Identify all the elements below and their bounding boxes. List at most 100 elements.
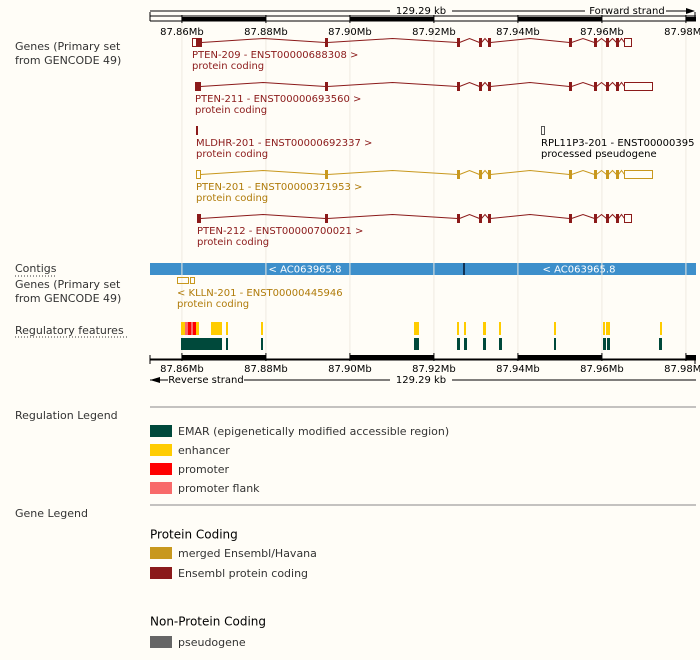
exon[interactable] [197, 214, 201, 223]
exon[interactable] [569, 214, 572, 223]
exon[interactable] [177, 277, 189, 284]
contig-label[interactable]: < AC063965.8 [269, 265, 342, 276]
transcript-label[interactable]: MLDHR-201 - ENST00000692337 > [196, 138, 372, 149]
exon[interactable] [325, 214, 328, 223]
regulatory-feature[interactable] [188, 322, 191, 335]
emar-feature[interactable] [457, 338, 460, 350]
exon[interactable] [488, 82, 491, 91]
legend-subtitle: Non-Protein Coding [150, 615, 266, 629]
regulatory-feature[interactable] [196, 322, 199, 335]
exon[interactable] [624, 38, 632, 47]
tick-label: 87.90Mb [328, 27, 372, 38]
exon[interactable] [325, 38, 328, 47]
regulatory-feature[interactable] [181, 322, 185, 335]
track-label[interactable]: Regulatory features [15, 324, 124, 337]
exon[interactable] [616, 170, 619, 179]
transcript-label[interactable]: < KLLN-201 - ENST00000445946 [177, 288, 343, 299]
exon[interactable] [457, 170, 460, 179]
transcript-biotype: protein coding [196, 149, 268, 160]
transcript-biotype: protein coding [196, 193, 268, 204]
transcript-label[interactable]: PTEN-201 - ENST00000371953 > [196, 182, 362, 193]
exon[interactable] [606, 214, 609, 223]
regulatory-feature[interactable] [193, 322, 196, 335]
transcript-label[interactable]: PTEN-211 - ENST00000693560 > [195, 94, 361, 105]
exon[interactable] [479, 38, 482, 47]
exon[interactable] [594, 82, 597, 91]
emar-feature[interactable] [554, 338, 556, 350]
emar-feature[interactable] [464, 338, 467, 350]
legend-title: Regulation Legend [15, 409, 118, 422]
exon[interactable] [624, 170, 653, 179]
exon[interactable] [488, 214, 491, 223]
regulatory-feature[interactable] [457, 322, 459, 335]
exon[interactable] [624, 82, 653, 91]
emar-feature[interactable] [261, 338, 263, 350]
emar-feature[interactable] [414, 338, 419, 350]
emar-feature[interactable] [226, 338, 228, 350]
regulatory-feature[interactable] [499, 322, 501, 335]
intron [327, 81, 458, 87]
regulatory-feature[interactable] [414, 322, 419, 335]
regulatory-feature[interactable] [261, 322, 263, 335]
track-label[interactable]: Contigs [15, 262, 57, 275]
exon[interactable] [541, 126, 545, 135]
transcript-label[interactable]: RPL11P3-201 - ENST00000395 [541, 138, 694, 149]
emar-feature[interactable] [603, 338, 606, 350]
exon[interactable] [190, 277, 195, 284]
exon[interactable] [606, 170, 609, 179]
exon[interactable] [197, 38, 202, 47]
exon[interactable] [325, 82, 328, 91]
legend-swatch [150, 482, 172, 494]
exon[interactable] [488, 38, 491, 47]
exon[interactable] [624, 214, 632, 223]
exon[interactable] [569, 38, 572, 47]
regulatory-feature[interactable] [191, 322, 193, 335]
emar-feature[interactable] [181, 338, 222, 350]
regulatory-feature[interactable] [606, 322, 610, 335]
track-label[interactable]: from GENCODE 49) [15, 292, 121, 305]
transcript-label[interactable]: PTEN-209 - ENST00000688308 > [192, 50, 358, 61]
emar-feature[interactable] [659, 338, 662, 350]
exon[interactable] [479, 82, 482, 91]
emar-feature[interactable] [499, 338, 502, 350]
exon[interactable] [195, 82, 201, 91]
exon[interactable] [569, 170, 572, 179]
regulatory-feature[interactable] [554, 322, 556, 335]
regulatory-feature[interactable] [464, 322, 466, 335]
exon[interactable] [479, 170, 482, 179]
exon[interactable] [606, 38, 609, 47]
exon[interactable] [196, 126, 198, 135]
exon[interactable] [594, 214, 597, 223]
regulatory-feature[interactable] [603, 322, 605, 335]
exon[interactable] [479, 214, 482, 223]
exon[interactable] [606, 82, 609, 91]
exon[interactable] [457, 38, 460, 47]
regulatory-feature[interactable] [660, 322, 662, 335]
exon[interactable] [594, 38, 597, 47]
exon[interactable] [616, 82, 619, 91]
track-label[interactable]: Genes (Primary set [15, 40, 121, 53]
exon[interactable] [616, 38, 619, 47]
transcript-label[interactable]: PTEN-212 - ENST00000700021 > [197, 226, 363, 237]
tick-label: 87.96Mb [580, 27, 624, 38]
exon[interactable] [616, 214, 619, 223]
emar-feature[interactable] [607, 338, 610, 350]
ruler-band [517, 355, 602, 359]
exon[interactable] [457, 214, 460, 223]
exon[interactable] [594, 170, 597, 179]
contig-bar[interactable] [150, 263, 696, 275]
track-label[interactable]: from GENCODE 49) [15, 54, 121, 67]
emar-feature[interactable] [483, 338, 486, 350]
exon[interactable] [325, 170, 328, 179]
intron [327, 169, 458, 175]
exon[interactable] [569, 82, 572, 91]
regulatory-feature[interactable] [483, 322, 486, 335]
exon[interactable] [488, 170, 491, 179]
regulatory-feature[interactable] [211, 322, 222, 335]
exon[interactable] [457, 82, 460, 91]
contig-label[interactable]: < AC063965.8 [543, 265, 616, 276]
track-label[interactable]: Genes (Primary set [15, 278, 121, 291]
regulatory-feature[interactable] [226, 322, 228, 335]
regulatory-feature[interactable] [185, 322, 188, 335]
